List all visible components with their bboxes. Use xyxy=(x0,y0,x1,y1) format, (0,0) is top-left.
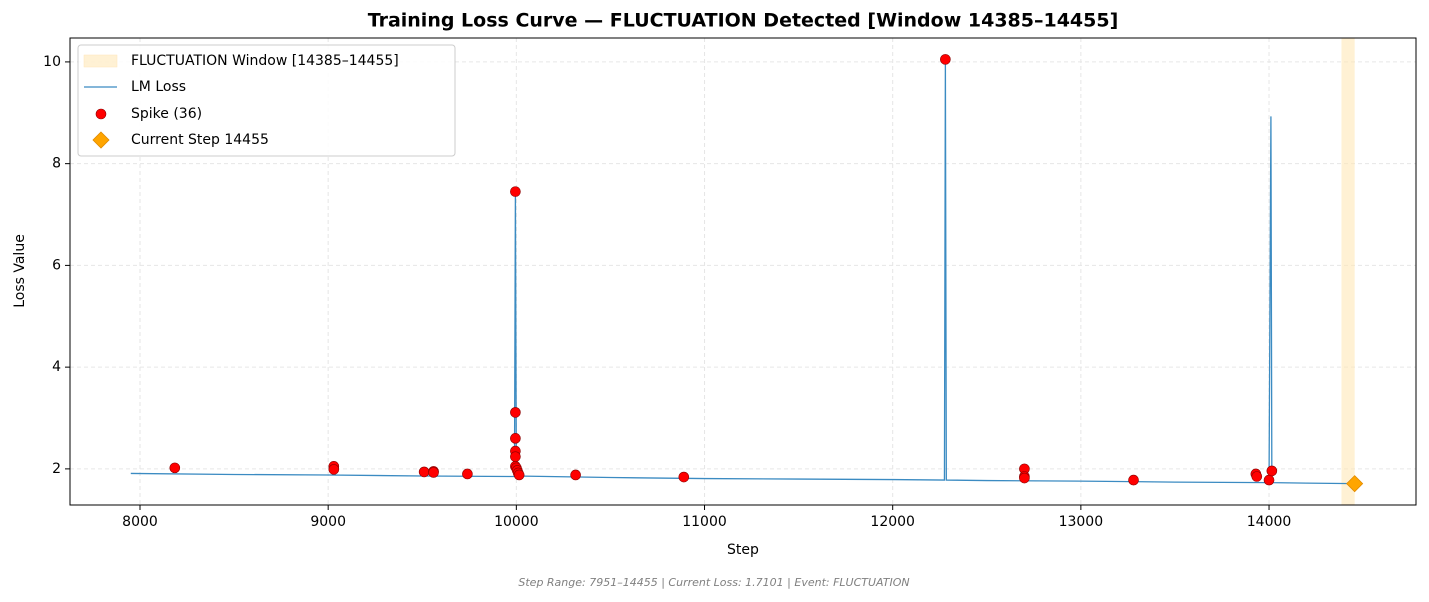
x-tick-label: 8000 xyxy=(122,514,158,530)
current-step-marker xyxy=(1346,475,1364,493)
legend-label: Spike (36) xyxy=(131,106,202,122)
x-tick-label: 13000 xyxy=(1059,514,1104,530)
x-tick-label: 9000 xyxy=(310,514,346,530)
legend-swatch xyxy=(83,54,118,68)
y-tick-label: 6 xyxy=(52,257,61,273)
y-tick-label: 4 xyxy=(52,359,61,375)
spike-point xyxy=(510,451,521,462)
legend-label: LM Loss xyxy=(131,79,186,95)
spike-point xyxy=(1019,472,1030,484)
x-tick-label: 10000 xyxy=(494,514,539,530)
spike-point xyxy=(169,462,181,474)
y-tick-label: 10 xyxy=(43,54,61,70)
fluctuation-window xyxy=(1341,38,1355,505)
x-axis-label: Step xyxy=(727,542,759,558)
spike-point xyxy=(510,407,521,418)
x-tick-label: 14000 xyxy=(1247,514,1292,530)
y-tick-label: 2 xyxy=(52,461,61,477)
spike-point xyxy=(510,186,521,197)
plot-frame xyxy=(69,37,1417,506)
spike-point xyxy=(678,471,690,483)
y-axis-label: Loss Value xyxy=(12,234,28,308)
spike-point xyxy=(513,469,525,481)
legend-label: Current Step 14455 xyxy=(131,132,269,148)
spike-point xyxy=(1266,465,1278,477)
legend-box xyxy=(77,44,456,157)
spike-point xyxy=(418,466,430,478)
spike-point xyxy=(1251,471,1263,482)
spike-point xyxy=(510,433,521,444)
y-tick-label: 8 xyxy=(52,156,61,172)
spike-point xyxy=(428,467,439,478)
spike-point xyxy=(1263,474,1275,486)
spike-point xyxy=(570,469,581,481)
legend-swatch xyxy=(95,108,107,120)
spike-point xyxy=(328,464,340,475)
footer-note: Step Range: 7951–14455 | Current Loss: 1… xyxy=(518,576,909,589)
spike-point xyxy=(940,54,951,65)
x-tick-label: 11000 xyxy=(682,514,727,530)
spike-point xyxy=(1128,474,1139,486)
spike-point xyxy=(462,468,473,480)
chart-title: Training Loss Curve — FLUCTUATION Detect… xyxy=(368,10,1119,32)
legend-swatch xyxy=(92,131,110,149)
x-tick-label: 12000 xyxy=(870,514,915,530)
legend-label: FLUCTUATION Window [14385–14455] xyxy=(131,53,399,69)
